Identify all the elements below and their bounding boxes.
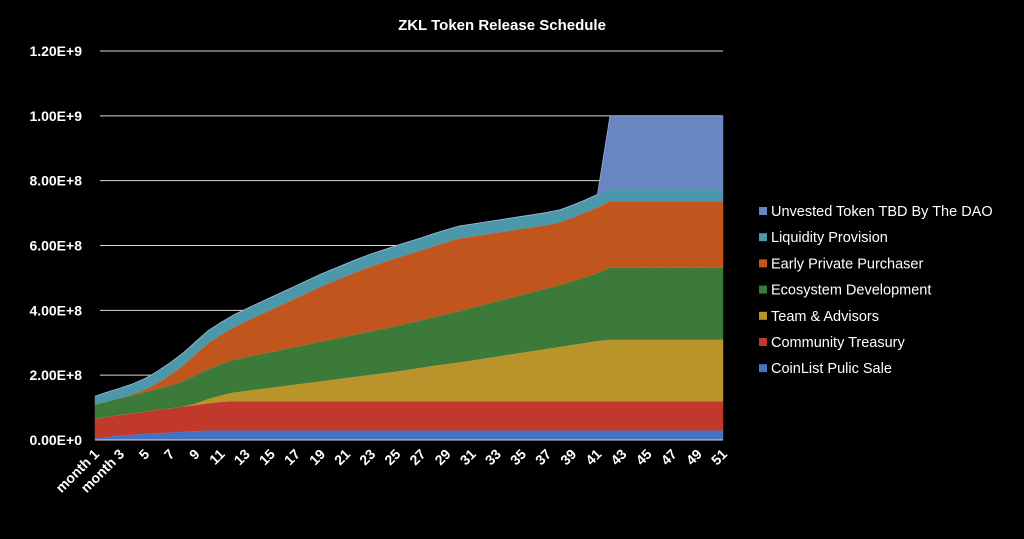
legend-label: CoinList Pulic Sale	[771, 361, 892, 377]
y-tick-label: 8.00E+8	[29, 173, 82, 189]
legend-label: Team & Advisors	[771, 309, 879, 325]
y-tick-label: 2.00E+8	[29, 367, 82, 383]
legend-swatch	[759, 338, 767, 346]
legend-swatch	[759, 311, 767, 320]
legend-swatch	[759, 207, 767, 215]
y-tick-label: 1.00E+9	[29, 108, 82, 124]
y-tick-label: 0.00E+0	[29, 432, 82, 448]
legend-swatch	[759, 364, 767, 373]
legend-label: Community Treasury	[771, 335, 906, 351]
y-tick-label: 1.20E+9	[29, 43, 82, 59]
legend-label: Unvested Token TBD By The DAO	[771, 204, 993, 220]
area-edge-unvested-token-tbd-by-the-dao	[94, 115, 723, 397]
y-tick-label: 6.00E+8	[29, 238, 82, 254]
legend-label: Ecosystem Development	[771, 283, 931, 299]
y-tick-label: 4.00E+8	[29, 302, 82, 318]
chart-title: ZKL Token Release Schedule	[398, 17, 606, 34]
legend-swatch	[759, 233, 767, 242]
plot-area	[94, 115, 724, 441]
legend-swatch	[759, 285, 767, 294]
area-coinlist-pulic-sale	[94, 430, 724, 441]
area-unvested-token-tbd-by-the-dao	[94, 115, 724, 397]
legend-label: Liquidity Provision	[771, 230, 888, 246]
legend-swatch	[759, 259, 767, 268]
legend: Unvested Token TBD By The DAO Liquidity P…	[759, 204, 993, 377]
legend-label: Early Private Purchaser	[771, 256, 923, 272]
